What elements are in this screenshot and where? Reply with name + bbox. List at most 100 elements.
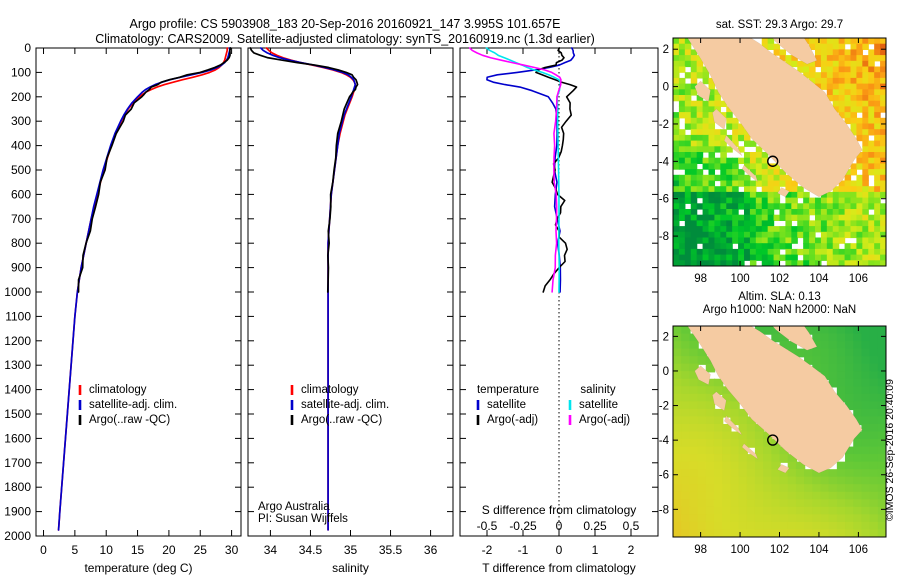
- sst-cell: [874, 72, 881, 79]
- sst-cell: [702, 106, 710, 113]
- sst-cell: [850, 214, 858, 221]
- sla-cell: [795, 521, 806, 531]
- sla-map-island: [695, 366, 711, 385]
- sst-cell: [749, 254, 757, 261]
- sst-cell: [726, 106, 733, 113]
- sla-cell: [836, 506, 847, 516]
- sla-cell: [795, 499, 806, 509]
- sla-cell: [836, 521, 847, 531]
- sst-cell: [708, 260, 716, 266]
- sst-cell: [874, 248, 881, 256]
- sst-cell: [785, 226, 792, 233]
- sla-cell: [730, 476, 740, 486]
- sst-cell: [678, 248, 686, 256]
- sst-cell: [749, 220, 757, 227]
- sst-cell: [673, 231, 680, 239]
- sst-cell: [773, 237, 781, 244]
- tdiff-x-label: 0: [556, 543, 563, 557]
- sla-cell: [820, 521, 830, 531]
- sst-cell: [856, 248, 863, 256]
- sst-cell: [708, 89, 716, 96]
- sst-cell: [708, 77, 716, 85]
- sla-cell: [804, 326, 814, 335]
- sst-cell: [856, 203, 863, 210]
- sst-map-lon-label: 106: [849, 273, 868, 285]
- sst-cell: [720, 231, 727, 239]
- sst-cell: [815, 248, 822, 256]
- sst-cell: [678, 95, 686, 102]
- sst-cell: [826, 254, 834, 261]
- sla-cell: [746, 469, 757, 478]
- sla-cell: [877, 416, 886, 426]
- sst-map-lat-label: -8: [659, 231, 669, 243]
- sst-cell: [815, 243, 822, 250]
- sst-cell: [720, 226, 727, 233]
- sla-cell: [771, 506, 781, 516]
- sst-cell: [690, 203, 698, 210]
- sst-cell: [761, 254, 769, 261]
- sla-cell: [771, 521, 781, 531]
- sla-cell: [861, 333, 871, 343]
- sla-cell: [746, 416, 757, 426]
- sst-cell: [856, 226, 863, 233]
- sst-cell: [773, 49, 781, 56]
- sla-cell: [763, 521, 773, 531]
- sst-cell: [678, 66, 686, 73]
- sst-cell: [720, 180, 727, 187]
- sla-cell: [681, 439, 691, 448]
- sst-cell: [832, 243, 840, 250]
- sst-cell: [832, 214, 840, 221]
- sst-cell: [714, 134, 721, 142]
- sst-cell: [744, 191, 751, 199]
- sst-cell: [678, 191, 686, 199]
- sla-cell: [812, 341, 822, 350]
- sst-cell: [856, 60, 863, 68]
- sst-cell: [880, 237, 886, 244]
- sst-cell: [744, 254, 751, 261]
- sla-cell: [681, 348, 691, 358]
- sst-cell: [815, 77, 822, 85]
- sla-cell: [861, 401, 871, 411]
- sst-cell: [726, 260, 733, 266]
- sla-cell: [869, 521, 880, 531]
- sst-cell: [696, 129, 704, 136]
- sla-cell: [779, 491, 789, 501]
- sst-cell: [755, 163, 763, 170]
- sst-cell: [832, 89, 840, 96]
- sst-cell: [832, 77, 840, 85]
- difference-legend-header-temperature: temperature: [477, 384, 539, 396]
- sla-cell: [836, 529, 847, 537]
- sst-cell: [862, 106, 869, 113]
- sla-cell: [673, 439, 683, 448]
- sdiff-tick-label: 0.25: [583, 519, 607, 533]
- sst-cell: [844, 95, 852, 102]
- sst-cell: [785, 191, 792, 199]
- sla-cell: [730, 484, 740, 493]
- sla-map-island: [778, 464, 790, 473]
- sst-cell: [838, 209, 846, 216]
- sla-cell: [754, 431, 765, 441]
- sst-cell: [708, 129, 716, 136]
- sst-cell: [773, 214, 781, 221]
- sst-cell: [696, 146, 704, 153]
- sla-cell: [681, 506, 691, 516]
- sst-cell: [678, 43, 686, 50]
- sst-cell: [880, 77, 886, 85]
- sst-cell: [726, 117, 733, 125]
- sla-cell: [738, 469, 748, 478]
- sst-cell: [690, 220, 698, 227]
- sst-cell: [678, 112, 686, 119]
- sla-map-island: [742, 444, 758, 460]
- sst-cell: [678, 231, 686, 239]
- sst-cell: [791, 203, 798, 210]
- sst-cell: [678, 83, 686, 90]
- sst-cell: [690, 100, 698, 107]
- figure-title-line1: Argo profile: CS 5903908_183 20-Sep-2016…: [130, 17, 561, 31]
- sst-cell: [678, 237, 686, 244]
- sla-cell: [689, 423, 699, 433]
- sla-cell: [771, 461, 781, 471]
- sla-cell: [673, 393, 683, 403]
- sst-cell: [791, 231, 798, 239]
- sst-cell: [803, 254, 810, 261]
